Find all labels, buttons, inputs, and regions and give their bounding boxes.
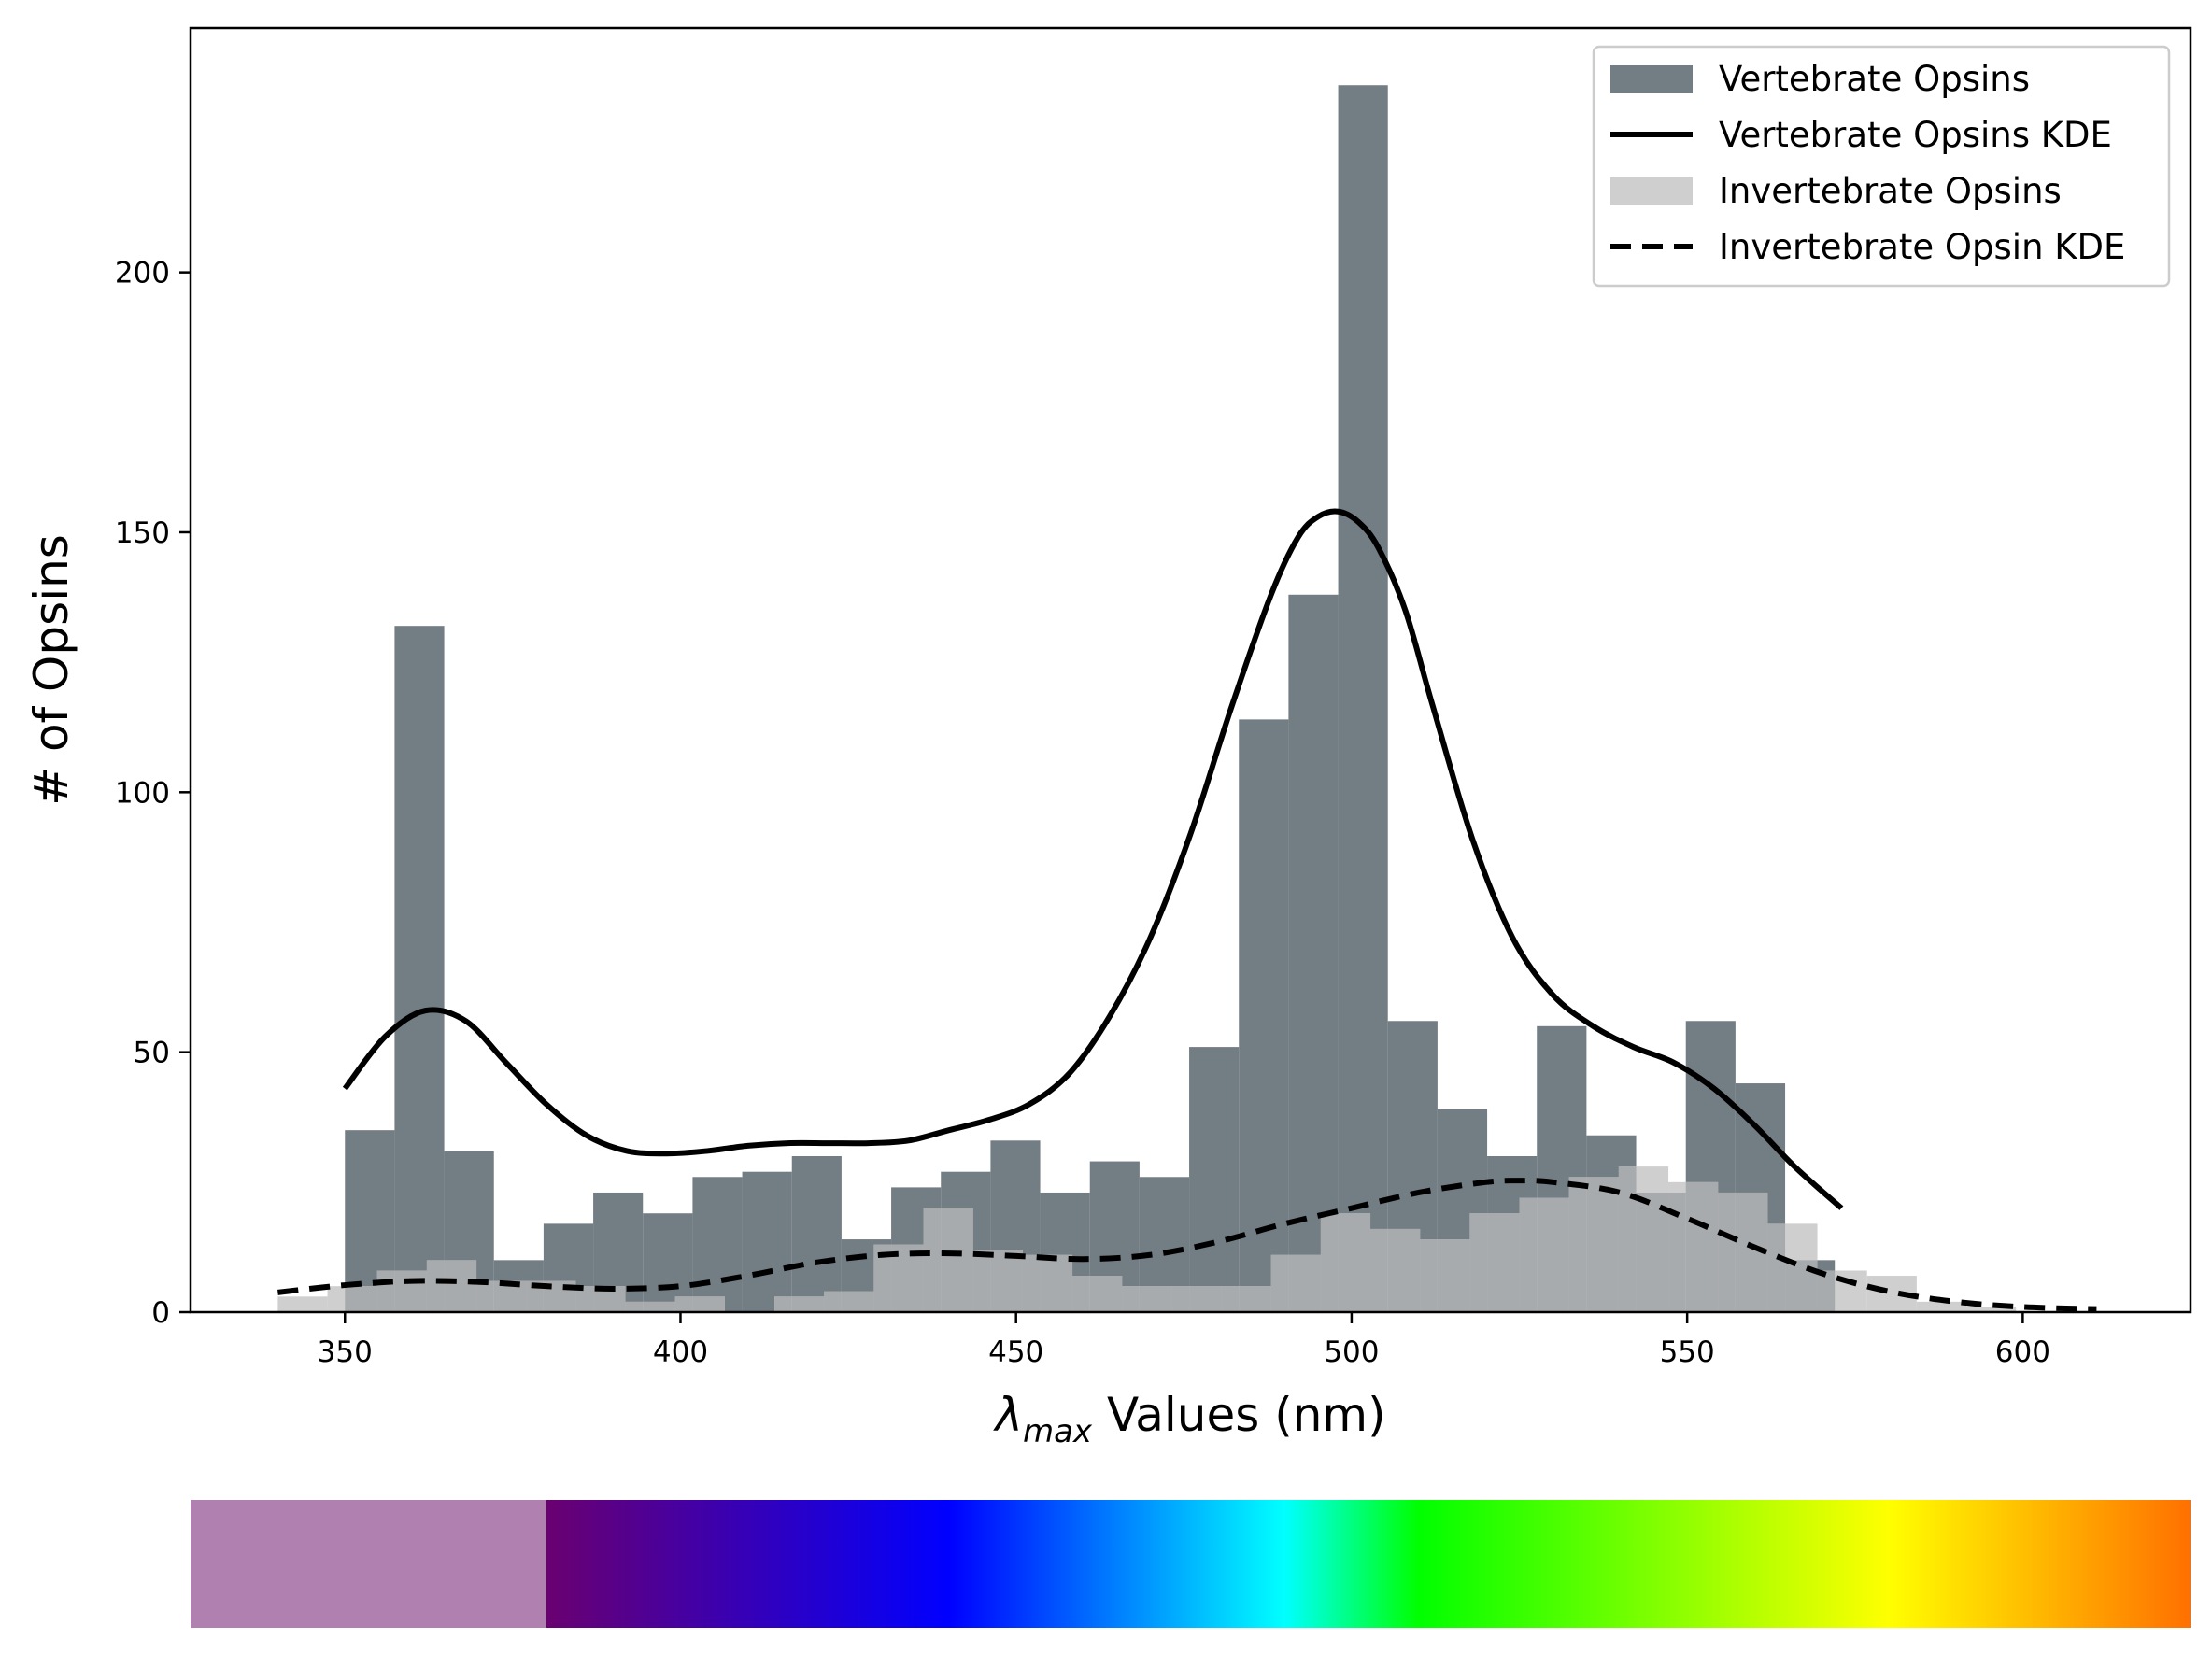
- vertebrate-bar: [1288, 594, 1339, 1312]
- x-axis-title-subscript: max: [1023, 1413, 1093, 1450]
- overlap-bar: [1685, 1181, 1719, 1312]
- x-tick-label: 350: [318, 1335, 373, 1369]
- overlap-bar: [625, 1301, 644, 1312]
- x-tick-label: 500: [1324, 1335, 1379, 1369]
- legend-swatch: [1610, 65, 1693, 93]
- overlap-bar: [1270, 1254, 1289, 1312]
- overlap-bar: [990, 1250, 1023, 1312]
- overlap-bar: [1221, 1286, 1240, 1312]
- legend-label: Invertebrate Opsins: [1719, 171, 2062, 211]
- overlap-bar: [1320, 1213, 1339, 1312]
- overlap-bar: [674, 1296, 693, 1312]
- overlap-bar: [526, 1280, 544, 1312]
- overlap-bar: [824, 1291, 842, 1312]
- overlap-bar: [1618, 1166, 1637, 1312]
- y-axis-title: # of Opsins: [24, 534, 78, 806]
- vertebrate-bar: [791, 1155, 842, 1312]
- overlap-bar: [1817, 1270, 1836, 1312]
- kde-lines-layer: [277, 508, 2097, 1312]
- axes-layer: 350 400 450 500 550 600 0 50 100 150 200: [115, 257, 2050, 1369]
- x-axis-title: λmax Values (nm): [992, 1388, 1385, 1450]
- overlap-bar: [376, 1270, 395, 1312]
- overlap-bar: [923, 1208, 942, 1312]
- overlap-bar: [1586, 1177, 1619, 1312]
- overlap-bar: [774, 1296, 792, 1312]
- x-axis-title-symbol: λ: [992, 1388, 1023, 1442]
- overlap-bar: [476, 1280, 494, 1312]
- overlap-bar: [1668, 1192, 1686, 1312]
- overlap-bar: [1040, 1254, 1073, 1312]
- vertebrate-bar: [692, 1177, 743, 1312]
- overlap-bar: [1139, 1286, 1172, 1312]
- overlap-bar: [1387, 1228, 1421, 1312]
- legend-label: Vertebrate Opsins KDE: [1719, 115, 2112, 155]
- vertebrate-bar: [1189, 1047, 1240, 1312]
- overlap-bar: [1089, 1276, 1123, 1312]
- overlap-bar: [1022, 1254, 1041, 1312]
- x-tick-label: 550: [1660, 1335, 1715, 1369]
- overlap-bar: [1519, 1197, 1538, 1312]
- x-tick-label: 400: [653, 1335, 708, 1369]
- spectrum-uv-segment: [191, 1500, 546, 1628]
- overlap-bar: [873, 1244, 892, 1312]
- vertebrate-bar: [1239, 719, 1289, 1312]
- y-tick-label: 0: [151, 1296, 170, 1330]
- overlap-bar: [1239, 1286, 1271, 1312]
- legend-swatch: [1610, 177, 1693, 205]
- overlap-bar: [1288, 1254, 1321, 1312]
- histogram-layer: [277, 85, 2017, 1312]
- overlap-bar: [1537, 1197, 1569, 1312]
- invertebrate-bar: [1966, 1307, 2017, 1312]
- y-tick-label: 50: [134, 1037, 170, 1070]
- vertebrate-bar: [394, 626, 445, 1312]
- overlap-bar: [941, 1208, 973, 1312]
- vertebrate-bar: [1338, 85, 1388, 1312]
- spectrum-visible-segment: [546, 1500, 2191, 1628]
- overlap-bar: [643, 1301, 675, 1312]
- overlap-bar: [1171, 1286, 1190, 1312]
- overlap-bar: [1072, 1276, 1090, 1312]
- overlap-bar: [791, 1296, 825, 1312]
- overlap-bar: [444, 1260, 477, 1312]
- overlap-bar: [1718, 1192, 1736, 1312]
- x-axis-title-text: Values (nm): [1092, 1388, 1386, 1442]
- overlap-bar: [394, 1270, 427, 1312]
- y-tick-label: 200: [115, 257, 170, 290]
- y-tick-label: 150: [115, 516, 170, 550]
- plot-frame: [189, 26, 2192, 1314]
- legend: Vertebrate Opsins Vertebrate Opsins KDE In…: [1592, 45, 2171, 288]
- vertebrate-bar: [742, 1171, 792, 1312]
- vertebrate-bar: [643, 1213, 693, 1312]
- overlap-bar: [426, 1260, 445, 1312]
- overlap-bar: [1122, 1286, 1140, 1312]
- legend-label: Invertebrate Opsin KDE: [1719, 227, 2125, 267]
- legend-box: [1592, 45, 2171, 288]
- overlap-bar: [1370, 1228, 1388, 1312]
- overlap-bar: [1469, 1213, 1488, 1312]
- overlap-bar: [575, 1286, 594, 1312]
- overlap-bar: [1568, 1177, 1587, 1312]
- invertebrate-bar: [277, 1296, 328, 1312]
- legend-label: Vertebrate Opsins: [1719, 59, 2030, 99]
- overlap-bar: [972, 1250, 991, 1312]
- overlap-bar: [1636, 1192, 1669, 1312]
- overlap-bar: [1189, 1286, 1222, 1312]
- x-tick-label: 600: [1995, 1335, 2050, 1369]
- invertebrate-bar: [1916, 1301, 1967, 1312]
- overlap-bar: [1437, 1239, 1470, 1312]
- overlap-bar: [1338, 1213, 1371, 1312]
- overlap-bar: [1420, 1239, 1438, 1312]
- overlap-bar: [841, 1291, 874, 1312]
- overlap-bar: [1767, 1223, 1786, 1312]
- overlap-bar: [692, 1296, 725, 1312]
- y-tick-label: 100: [115, 776, 170, 810]
- vertebrate-kde-line: [342, 508, 1844, 1210]
- overlap-bar: [345, 1286, 377, 1312]
- overlap-bar: [1487, 1213, 1520, 1312]
- x-tick-label: 450: [988, 1335, 1043, 1369]
